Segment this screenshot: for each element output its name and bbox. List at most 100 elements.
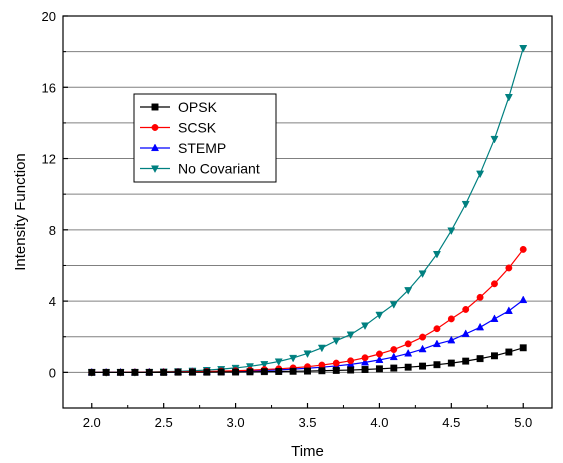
data-point bbox=[332, 366, 340, 374]
data-point bbox=[490, 314, 499, 322]
data-point bbox=[217, 368, 225, 376]
legend-item: STEMP bbox=[140, 140, 226, 156]
data-point bbox=[519, 344, 527, 352]
y-tick-label: 16 bbox=[42, 80, 56, 95]
data-point bbox=[462, 306, 470, 313]
x-tick-label: 5.0 bbox=[514, 415, 532, 430]
y-axis-ticks: 0 4 8 12 16 20 bbox=[42, 9, 68, 409]
data-point bbox=[232, 368, 240, 376]
legend-label: SCSK bbox=[178, 120, 217, 136]
legend-label: STEMP bbox=[178, 140, 226, 156]
data-point bbox=[131, 368, 139, 376]
data-point bbox=[462, 357, 470, 365]
x-tick-label: 4.5 bbox=[442, 415, 460, 430]
data-point bbox=[461, 329, 470, 337]
data-point bbox=[102, 368, 110, 376]
data-point bbox=[275, 368, 283, 375]
data-point bbox=[404, 348, 413, 357]
data-point bbox=[260, 361, 269, 369]
data-point bbox=[476, 355, 484, 363]
data-point bbox=[461, 200, 470, 209]
data-point bbox=[347, 357, 355, 365]
y-tick-label: 4 bbox=[49, 294, 56, 309]
data-point bbox=[203, 368, 211, 376]
x-tick-label: 2.5 bbox=[155, 415, 173, 430]
legend-marker bbox=[150, 165, 160, 174]
data-point bbox=[432, 339, 441, 348]
data-point bbox=[418, 270, 427, 279]
y-tick-label: 8 bbox=[49, 223, 56, 238]
y-axis-label: Intensity Function bbox=[12, 153, 29, 271]
data-point bbox=[88, 368, 96, 376]
legend-item: No Covariant bbox=[140, 161, 260, 177]
data-point bbox=[491, 280, 498, 288]
data-point bbox=[447, 227, 456, 236]
data-point bbox=[375, 350, 383, 358]
data-point bbox=[519, 45, 528, 53]
data-point bbox=[346, 331, 355, 340]
series-opsk bbox=[88, 344, 527, 376]
data-point bbox=[418, 344, 427, 353]
data-point bbox=[476, 170, 485, 179]
x-tick-label: 2.0 bbox=[83, 415, 101, 430]
legend-marker bbox=[150, 143, 160, 152]
data-point bbox=[145, 368, 153, 376]
y-tick-label: 12 bbox=[42, 152, 56, 167]
data-point bbox=[361, 354, 369, 362]
legend-item: SCSK bbox=[140, 120, 217, 136]
data-point bbox=[389, 352, 398, 361]
data-point bbox=[375, 365, 383, 373]
series-group bbox=[87, 45, 528, 377]
x-tick-label: 3.5 bbox=[298, 415, 316, 430]
data-point bbox=[375, 311, 384, 320]
data-point bbox=[389, 301, 398, 309]
data-point bbox=[504, 306, 513, 314]
data-point bbox=[246, 368, 254, 376]
data-point bbox=[390, 346, 398, 354]
legend-item: OPSK bbox=[140, 99, 218, 115]
data-point bbox=[318, 367, 326, 375]
data-point bbox=[447, 359, 455, 367]
legend-label: OPSK bbox=[178, 99, 218, 115]
data-point bbox=[289, 354, 298, 363]
data-point bbox=[504, 94, 513, 102]
data-point bbox=[505, 264, 513, 272]
data-point bbox=[433, 325, 441, 333]
data-point bbox=[318, 361, 326, 369]
data-point bbox=[260, 368, 268, 376]
data-point bbox=[117, 368, 124, 376]
data-point bbox=[447, 315, 455, 323]
plot-frame bbox=[62, 15, 553, 409]
data-point bbox=[419, 362, 427, 370]
data-point bbox=[390, 364, 398, 372]
data-point bbox=[505, 348, 513, 356]
grid-lines bbox=[63, 15, 552, 373]
data-point bbox=[375, 355, 384, 363]
data-point bbox=[361, 322, 370, 331]
x-tick-label: 4.0 bbox=[370, 415, 388, 430]
legend-label: No Covariant bbox=[178, 161, 260, 177]
x-axis-ticks: 2.0 2.5 3.0 3.5 4.0 4.5 5.0 bbox=[83, 403, 532, 430]
y-tick-label: 20 bbox=[42, 9, 56, 24]
data-point bbox=[317, 344, 326, 353]
data-point bbox=[174, 368, 182, 376]
data-point bbox=[433, 361, 441, 369]
legend: OPSK SCSK STEMP No Covariant bbox=[133, 93, 277, 183]
data-point bbox=[361, 357, 370, 366]
data-point bbox=[476, 293, 484, 301]
y-tick-label: 0 bbox=[49, 365, 56, 380]
data-point bbox=[274, 358, 283, 367]
data-point bbox=[347, 366, 355, 374]
data-point bbox=[491, 352, 498, 360]
legend-marker bbox=[151, 124, 159, 131]
data-point bbox=[188, 368, 196, 376]
x-tick-label: 3.0 bbox=[227, 415, 245, 430]
series-line bbox=[91, 299, 524, 373]
data-point bbox=[332, 359, 340, 367]
data-point bbox=[432, 251, 441, 259]
data-point bbox=[404, 287, 413, 295]
data-point bbox=[519, 295, 528, 304]
data-point bbox=[404, 363, 412, 371]
x-axis-label: Time bbox=[291, 443, 324, 460]
